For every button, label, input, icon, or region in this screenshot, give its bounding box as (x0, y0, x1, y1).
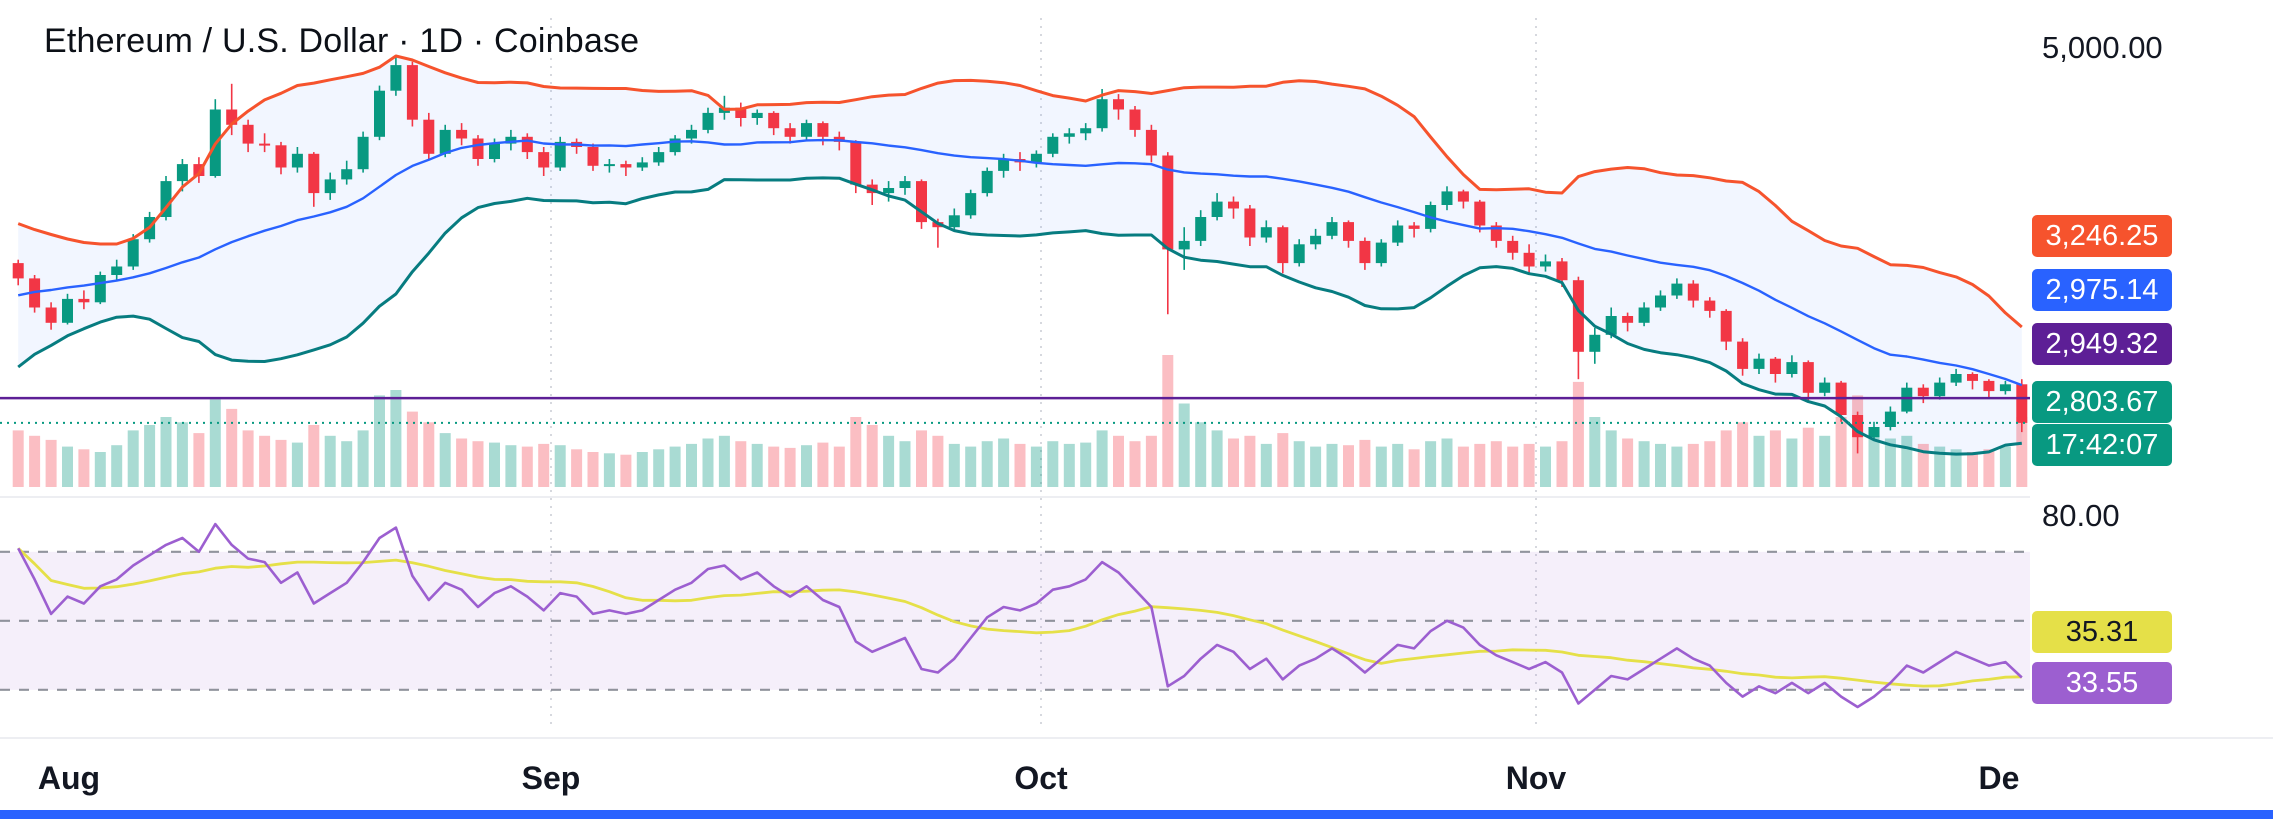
bollinger-upper-badge: 3,246.25 (2032, 215, 2172, 257)
rsi-axis-tick-80: 80.00 (2042, 498, 2120, 533)
bollinger-basis-badge: 2,975.14 (2032, 269, 2172, 311)
bottom-accent-bar (0, 810, 2273, 819)
time-axis-label: Aug (37, 760, 101, 796)
time-axis-label: Nov (1505, 760, 1567, 796)
time-axis-label: Oct (1014, 760, 1068, 796)
bar-countdown-badge: 17:42:07 (2032, 424, 2172, 466)
time-axis-label: De (1978, 760, 2020, 796)
rsi-ma-badge: 35.31 (2032, 611, 2172, 653)
last-price-badge: 2,803.67 (2032, 381, 2172, 423)
price-axis-tick-5000: 5,000.00 (2042, 30, 2163, 65)
symbol-title[interactable]: Ethereum / U.S. Dollar · 1D · Coinbase (44, 22, 640, 60)
rsi-value-badge: 33.55 (2032, 662, 2172, 704)
time-axis[interactable]: Aug Sep Oct Nov De (0, 742, 2030, 812)
time-axis-label: Sep (521, 760, 581, 796)
price-level-badge: 2,949.32 (2032, 323, 2172, 365)
